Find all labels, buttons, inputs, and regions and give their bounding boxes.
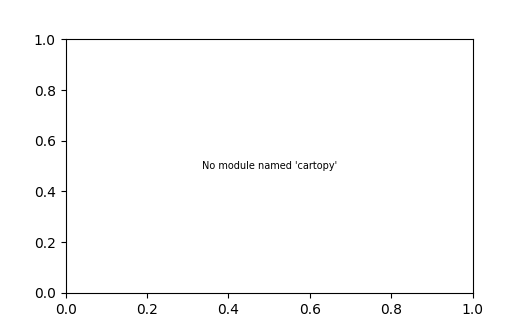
Text: No module named 'cartopy': No module named 'cartopy' [202,161,337,171]
